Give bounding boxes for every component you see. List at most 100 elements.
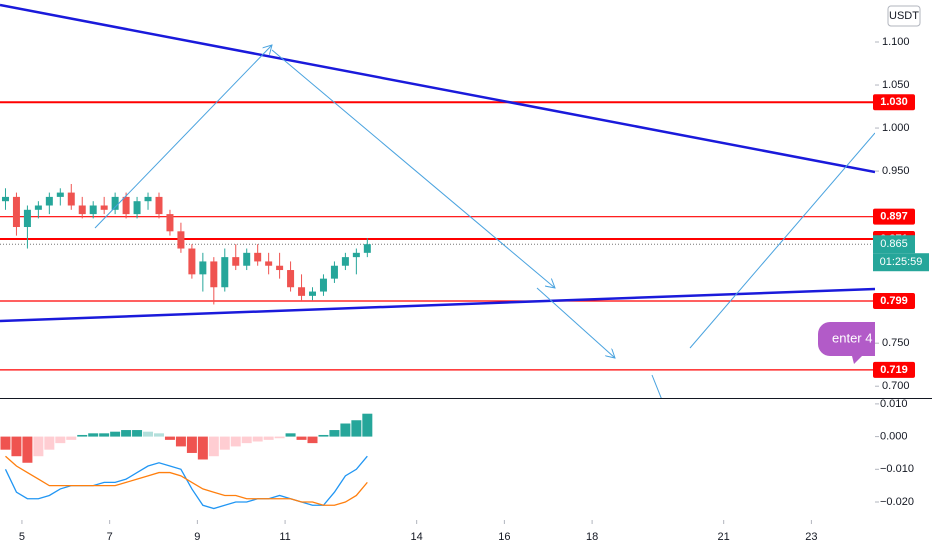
candle-body [144, 196, 152, 202]
histogram-bar [307, 436, 318, 444]
plot-area: 5 7 9 11 14 16 18 21 23 1.100 1.050 1.000 0.950 0.750… [0, 36, 929, 543]
histogram-bar [318, 434, 329, 437]
y-tick-label: −0.020 [880, 496, 914, 508]
candle-body [287, 270, 295, 288]
candle-body [330, 265, 338, 279]
histogram-bar [362, 413, 373, 437]
candle-body [177, 231, 185, 249]
arrow [651, 374, 662, 398]
candle-body [67, 192, 75, 206]
arrow [689, 132, 875, 349]
candle-body [265, 261, 273, 266]
histogram-bar [164, 436, 175, 440]
level-label-box [873, 293, 915, 310]
candle-body [166, 214, 174, 232]
candle-body [276, 265, 284, 271]
level-label-box [873, 208, 915, 225]
histogram-bar [11, 436, 22, 457]
candle-body [319, 278, 327, 292]
candle-body [363, 244, 371, 253]
x-tick-label: 11 [279, 531, 290, 543]
trend-line [0, 287, 875, 323]
drawings: enter 4 [0, 3, 875, 398]
candle-body [155, 196, 163, 215]
level-label-box [873, 94, 915, 111]
trend-line [0, 3, 875, 174]
x-tick-label: 23 [805, 531, 817, 543]
currency: USDT [889, 10, 919, 22]
histogram-bar [351, 420, 362, 437]
candle-body [56, 192, 64, 197]
currency-box [887, 5, 921, 27]
last-price-box [873, 235, 915, 254]
histogram-bar [252, 436, 263, 442]
candle-body [78, 205, 86, 215]
arrow [94, 45, 272, 229]
histogram-bar [99, 433, 110, 437]
histogram-bar [153, 433, 164, 437]
x-tick-label: 21 [718, 531, 730, 543]
candle-body [243, 252, 251, 266]
histogram-bar [143, 431, 154, 437]
histogram-bar [44, 436, 55, 450]
histogram-bar [121, 430, 132, 437]
arrow [271, 49, 555, 288]
histogram-bar [296, 436, 307, 440]
histogram-bar [186, 436, 197, 453]
level-label: 0.897 [880, 211, 908, 223]
candle-body [100, 205, 108, 210]
histogram-bar [33, 436, 44, 457]
level-label: 0.799 [880, 295, 908, 307]
arrow [536, 287, 615, 358]
candle-body [12, 196, 20, 228]
candle-body [341, 257, 349, 266]
histogram-bar [0, 436, 11, 450]
signal-line [5, 455, 368, 506]
candle-body [232, 257, 240, 266]
y-tick-label: −0.010 [880, 463, 914, 475]
candle-body [352, 252, 360, 258]
countdown-box [873, 253, 929, 272]
histogram-bar [197, 436, 208, 460]
histogram-bar [219, 436, 230, 450]
x-tick-label: 14 [411, 531, 423, 543]
x-tick-label: 5 [19, 531, 25, 543]
histogram-bar [132, 430, 143, 437]
histogram-bar [22, 436, 33, 463]
y-tick-label: 1.050 [882, 79, 910, 91]
candle-body [133, 201, 141, 215]
candle-body [89, 205, 97, 215]
candle-body [221, 257, 229, 288]
histogram-bar [230, 436, 241, 447]
level-label: 0.719 [880, 364, 908, 376]
candle-body [199, 261, 207, 275]
histogram-bar [55, 436, 66, 444]
y-tick-label: 0.750 [882, 337, 910, 349]
histogram-bar [208, 436, 219, 457]
x-tick-label: 18 [586, 531, 598, 543]
candle-body [309, 291, 316, 296]
countdown: 01:25:59 [880, 256, 923, 268]
x-tick-label: 16 [498, 531, 510, 543]
candle-body [210, 261, 218, 288]
histogram-bar [340, 423, 351, 437]
y-tick-label: 0.700 [882, 380, 910, 392]
level-label-box [873, 361, 915, 378]
last-price-label: 0.865 [880, 238, 908, 250]
y-tick-label: 0.010 [880, 398, 908, 410]
level-label: 1.030 [880, 96, 908, 108]
candle-body [122, 196, 130, 215]
x-tick-label: 7 [107, 531, 113, 543]
candle-body [45, 196, 53, 206]
candle-body [23, 209, 31, 228]
histogram-bar [88, 433, 99, 437]
histogram-bar [77, 434, 88, 437]
histogram-bar [285, 433, 296, 437]
annotation-bubble [818, 322, 875, 364]
y-tick-label: 1.100 [882, 36, 910, 48]
histogram-bar [175, 436, 186, 447]
candle-body [188, 248, 196, 275]
histogram-bar [274, 436, 285, 439]
